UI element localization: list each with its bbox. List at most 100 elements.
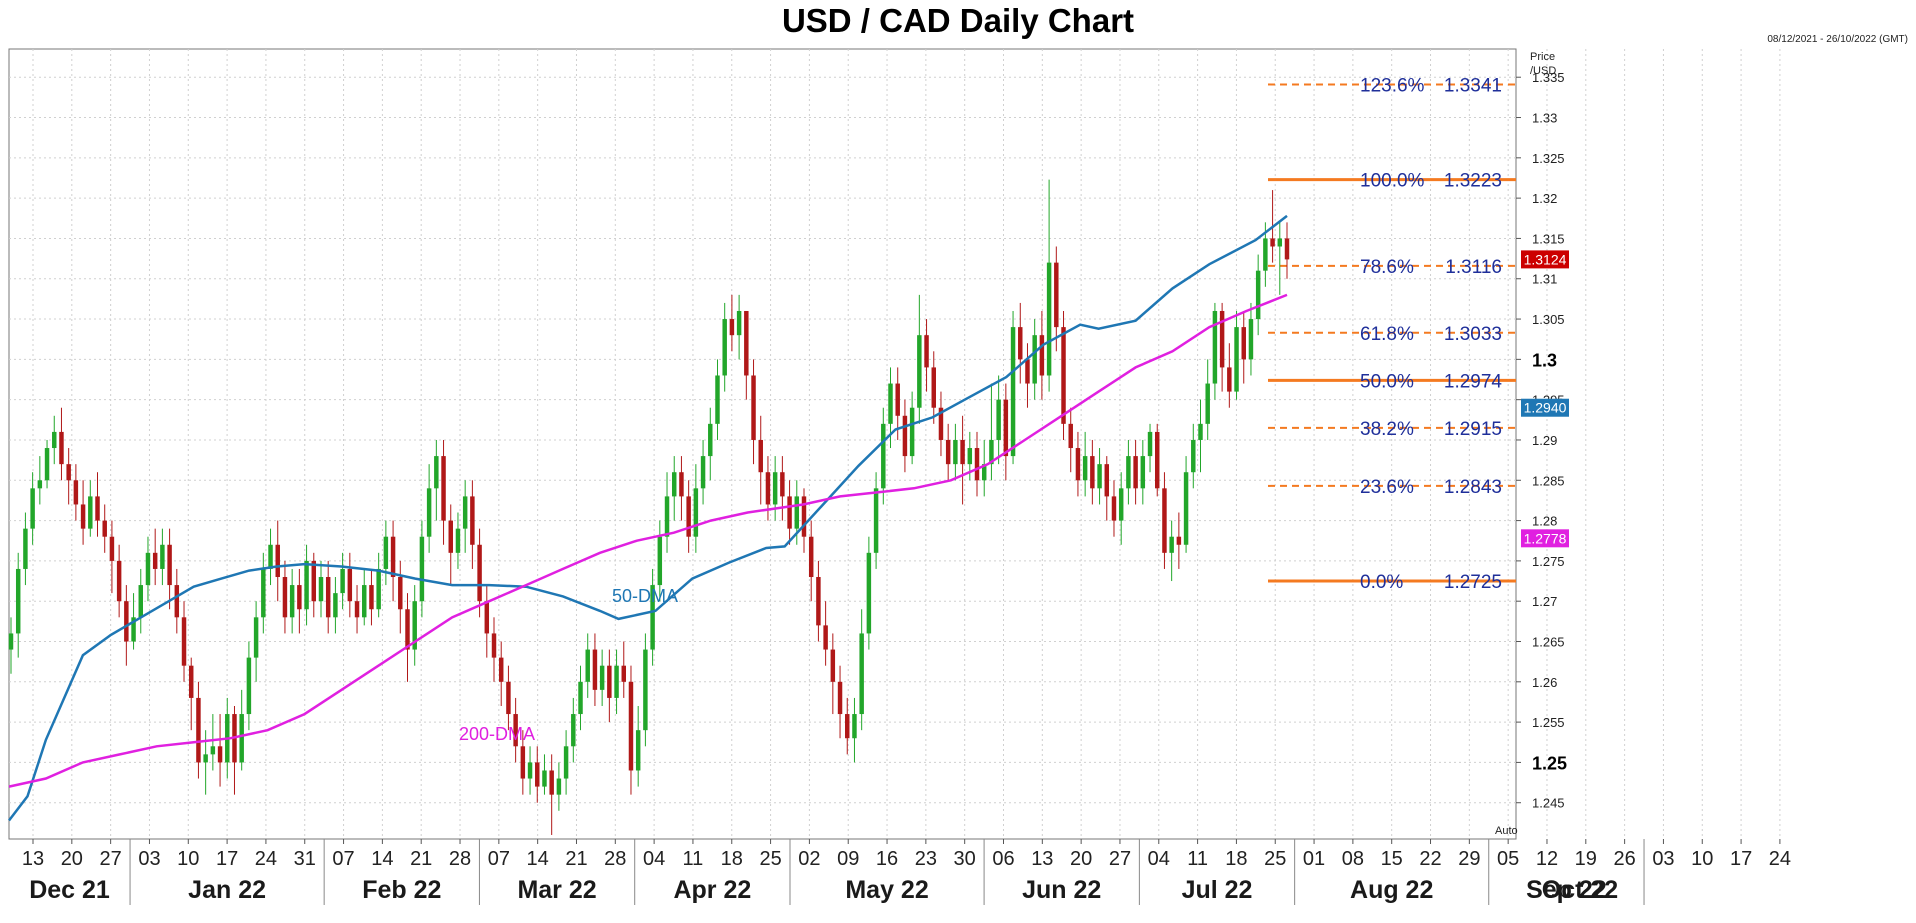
x-tick-label: 02 bbox=[798, 848, 820, 870]
candle-down bbox=[1219, 302, 1225, 392]
candle-body bbox=[470, 496, 475, 545]
candle-down bbox=[109, 520, 115, 594]
candle-down bbox=[1162, 472, 1167, 569]
y-tick-label: 1.335 bbox=[1532, 70, 1565, 85]
candle-body bbox=[275, 544, 280, 578]
candle-up bbox=[419, 520, 425, 618]
candle-body bbox=[513, 714, 518, 747]
x-tick-label: 14 bbox=[527, 848, 549, 870]
fibonacci-levels: 123.6% 1.3341 100.0% 1.3223 78.6% 1.3116 61.8%… bbox=[1268, 75, 1516, 593]
candle-up bbox=[246, 641, 252, 731]
candle-body bbox=[845, 714, 850, 739]
month-label: Sep 22 bbox=[1526, 876, 1607, 904]
candle-down bbox=[1039, 310, 1045, 400]
candle-body bbox=[765, 472, 771, 505]
candle-body bbox=[376, 568, 381, 610]
candle-body bbox=[37, 480, 43, 489]
candle-down bbox=[1111, 480, 1117, 537]
y-tick-label: 1.285 bbox=[1532, 473, 1565, 488]
candle-up bbox=[1255, 254, 1261, 336]
candle-body bbox=[52, 431, 57, 449]
month-label: May 22 bbox=[845, 876, 928, 904]
current-price-badge-text: 1.3124 bbox=[1524, 251, 1567, 267]
candle-body bbox=[542, 770, 547, 787]
candle-down bbox=[484, 585, 490, 658]
candle-up bbox=[37, 456, 43, 505]
dma200-badge-text: 1.2778 bbox=[1524, 530, 1567, 546]
candle-body bbox=[1140, 456, 1146, 489]
candle-down bbox=[59, 407, 64, 481]
month-label: Jul 22 bbox=[1182, 876, 1253, 904]
candle-up bbox=[1248, 302, 1254, 376]
candle-up bbox=[362, 568, 367, 626]
candle-body bbox=[1234, 327, 1239, 392]
candle-body bbox=[758, 439, 763, 473]
candle-up bbox=[1046, 179, 1052, 392]
candle-up bbox=[1126, 439, 1131, 505]
y-tick-label: 1.25 bbox=[1532, 753, 1567, 773]
candle-up bbox=[239, 689, 244, 771]
fib-pct-label: 100.0% bbox=[1360, 171, 1425, 192]
candle-body bbox=[664, 496, 670, 537]
candle-body bbox=[325, 577, 331, 618]
candle-body bbox=[311, 560, 317, 602]
candle-body bbox=[801, 496, 807, 537]
candle-body bbox=[708, 423, 713, 457]
x-tick-label: 12 bbox=[1536, 848, 1558, 870]
candle-body bbox=[138, 585, 143, 618]
candle-down bbox=[787, 480, 792, 545]
dma50-line bbox=[8, 214, 1288, 822]
candle-up bbox=[1191, 423, 1196, 489]
y-tick-label: 1.26 bbox=[1532, 675, 1557, 690]
candle-down bbox=[448, 504, 453, 586]
candle-body bbox=[477, 544, 482, 602]
auto-label[interactable]: Auto bbox=[1495, 825, 1518, 837]
fib-price-label: 1.2974 bbox=[1444, 371, 1503, 392]
candle-body bbox=[859, 633, 864, 715]
candle-body bbox=[23, 528, 28, 569]
candle-body bbox=[318, 577, 324, 602]
candle-down bbox=[686, 480, 691, 553]
fib-pct-label: 123.6% bbox=[1360, 75, 1425, 96]
candle-body bbox=[462, 496, 468, 529]
current-price-badge-bg bbox=[1521, 250, 1569, 269]
candle-body bbox=[441, 456, 446, 521]
x-tick-label: 04 bbox=[1148, 848, 1170, 870]
candle-down bbox=[801, 488, 807, 553]
candle-up bbox=[138, 568, 143, 634]
candle-down bbox=[282, 560, 288, 634]
candle-body bbox=[116, 560, 122, 602]
candle-body bbox=[491, 633, 497, 658]
candle-down bbox=[513, 697, 518, 763]
candle-body bbox=[895, 383, 900, 416]
candle-down bbox=[325, 560, 331, 634]
candle-body bbox=[938, 407, 944, 440]
x-tick-label: 04 bbox=[643, 848, 665, 870]
candle-down bbox=[823, 601, 828, 666]
x-tick-label: 06 bbox=[992, 848, 1014, 870]
candle-up bbox=[383, 520, 389, 586]
candle-down bbox=[960, 415, 965, 505]
candle-up bbox=[23, 512, 28, 586]
candle-body bbox=[1097, 464, 1102, 489]
candle-up bbox=[527, 746, 533, 795]
x-tick-label: 07 bbox=[488, 848, 510, 870]
candle-body bbox=[59, 431, 64, 465]
x-tick-label: 20 bbox=[61, 848, 83, 870]
candle-down bbox=[535, 746, 540, 803]
candle-up bbox=[909, 391, 915, 465]
candle-down bbox=[347, 552, 353, 618]
candle-down bbox=[974, 431, 980, 497]
candle-down bbox=[1176, 512, 1182, 569]
fib-price-label: 1.3116 bbox=[1445, 257, 1502, 278]
candle-body bbox=[261, 568, 266, 618]
candle-body bbox=[239, 714, 244, 763]
candle-up bbox=[289, 568, 295, 634]
x-tick-label: 11 bbox=[683, 848, 704, 870]
x-tick-label: 31 bbox=[294, 848, 316, 870]
candle-up bbox=[333, 577, 338, 634]
candle-body bbox=[924, 335, 929, 368]
candle-up bbox=[722, 302, 727, 392]
candle-down bbox=[931, 351, 936, 424]
fib-pct-label: 23.6% bbox=[1360, 477, 1414, 498]
